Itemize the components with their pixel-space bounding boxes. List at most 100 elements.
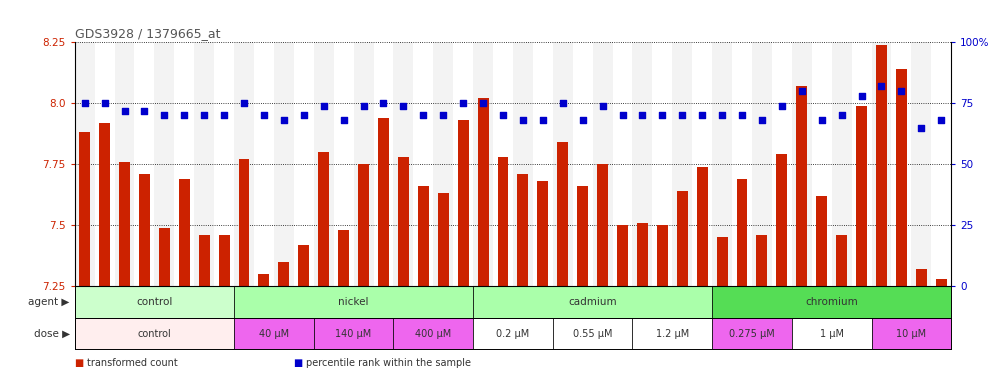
Bar [772, 42, 792, 286]
Text: 400 μM: 400 μM [415, 329, 451, 339]
Bar [533, 42, 553, 286]
Bar [75, 318, 234, 349]
Bar [852, 42, 872, 286]
Point [156, 113, 172, 119]
Bar [498, 157, 509, 286]
Bar [936, 279, 946, 286]
Point [136, 108, 152, 114]
Point [77, 100, 93, 106]
Point [654, 113, 670, 119]
Bar [717, 237, 727, 286]
Bar [593, 42, 613, 286]
Bar [413, 42, 433, 286]
Bar [652, 42, 672, 286]
Text: agent ▶: agent ▶ [28, 297, 70, 307]
Point [674, 113, 690, 119]
Point [375, 100, 391, 106]
Bar [258, 274, 269, 286]
Bar [777, 154, 787, 286]
Bar [752, 42, 772, 286]
Bar [214, 42, 234, 286]
Bar [154, 42, 174, 286]
Point [893, 88, 909, 94]
Bar [916, 269, 926, 286]
Bar [712, 318, 792, 349]
Point [873, 83, 889, 89]
Bar [254, 42, 274, 286]
Bar [458, 120, 469, 286]
Bar [876, 45, 886, 286]
Point [754, 117, 770, 123]
Bar [393, 318, 473, 349]
Bar [891, 42, 911, 286]
Bar [473, 286, 712, 318]
Point [455, 100, 471, 106]
Point [276, 117, 292, 123]
Bar [198, 235, 209, 286]
Bar [872, 318, 951, 349]
Bar [692, 42, 712, 286]
Bar [359, 164, 369, 286]
Point [694, 113, 710, 119]
Bar [438, 194, 449, 286]
Point [435, 113, 451, 119]
Bar [354, 42, 374, 286]
Bar [138, 174, 150, 286]
Bar [797, 86, 807, 286]
Point [595, 103, 611, 109]
Bar [99, 123, 110, 286]
Bar [657, 225, 667, 286]
Bar [339, 230, 350, 286]
Point [395, 103, 411, 109]
Bar [812, 42, 832, 286]
Bar [314, 318, 393, 349]
Bar [433, 42, 453, 286]
Text: control: control [136, 297, 172, 307]
Bar [174, 42, 194, 286]
Bar [817, 196, 827, 286]
Text: transformed count: transformed count [87, 358, 177, 368]
Bar [672, 42, 692, 286]
Bar [696, 167, 707, 286]
Bar [493, 42, 513, 286]
Point [415, 113, 431, 119]
Point [515, 117, 531, 123]
Bar [234, 286, 473, 318]
Bar [314, 42, 334, 286]
Bar [617, 225, 628, 286]
Point [316, 103, 332, 109]
Point [555, 100, 571, 106]
Bar [299, 245, 309, 286]
Text: 0.275 μM: 0.275 μM [729, 329, 775, 339]
Bar [558, 142, 568, 286]
Point [794, 88, 810, 94]
Text: ■: ■ [75, 358, 87, 368]
Bar [538, 181, 549, 286]
Bar [473, 318, 553, 349]
Point [256, 113, 272, 119]
Bar [398, 157, 408, 286]
Bar [677, 191, 687, 286]
Bar [75, 286, 234, 318]
Point [913, 124, 929, 131]
Text: ■: ■ [294, 358, 306, 368]
Bar [872, 42, 891, 286]
Text: dose ▶: dose ▶ [34, 329, 70, 339]
Point [714, 113, 730, 119]
Bar [294, 42, 314, 286]
Text: nickel: nickel [339, 297, 369, 307]
Bar [513, 42, 533, 286]
Bar [736, 179, 747, 286]
Bar [278, 262, 289, 286]
Text: chromium: chromium [806, 297, 858, 307]
Point [834, 113, 850, 119]
Point [296, 113, 312, 119]
Bar [553, 42, 573, 286]
Point [634, 113, 650, 119]
Bar [234, 42, 254, 286]
Point [615, 113, 630, 119]
Point [236, 100, 252, 106]
Bar [712, 286, 951, 318]
Point [535, 117, 551, 123]
Point [933, 117, 949, 123]
